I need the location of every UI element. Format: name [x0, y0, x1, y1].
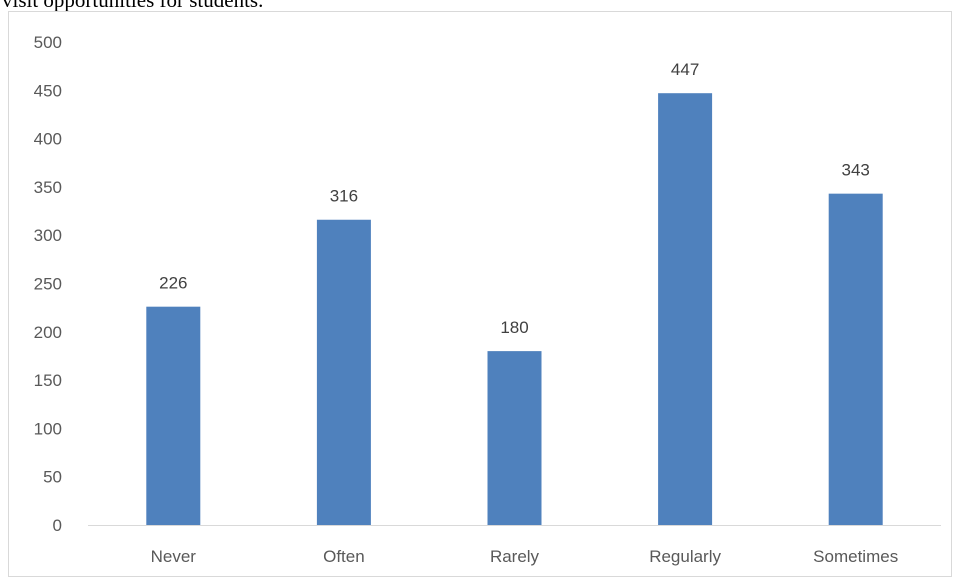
y-tick-label: 400 [34, 130, 62, 149]
x-category-label: Often [323, 547, 365, 566]
x-category-label: Rarely [490, 547, 540, 566]
y-tick-label: 300 [34, 226, 62, 245]
x-category-label: Never [151, 547, 197, 566]
y-tick-label: 350 [34, 178, 62, 197]
data-label: 447 [671, 60, 699, 79]
y-tick-label: 250 [34, 275, 62, 294]
data-label: 343 [842, 161, 870, 180]
bar-never [146, 306, 201, 525]
bar-often [316, 219, 371, 525]
bar-rarely [487, 351, 542, 525]
y-tick-label: 500 [34, 33, 62, 52]
y-tick-label: 50 [43, 468, 62, 487]
x-category-label: Regularly [649, 547, 721, 566]
y-tick-label: 450 [34, 81, 62, 100]
figure-caption: visit opportunities for students. [2, 0, 264, 12]
y-tick-label: 150 [34, 371, 62, 390]
y-tick-label: 200 [34, 323, 62, 342]
y-tick-label: 100 [34, 419, 62, 438]
y-tick-label: 0 [53, 516, 62, 535]
data-label: 180 [500, 318, 528, 337]
bar-sometimes [828, 193, 883, 526]
x-category-label: Sometimes [813, 547, 898, 566]
data-label: 226 [159, 274, 187, 293]
bar-regularly [658, 93, 713, 525]
data-label: 316 [330, 187, 358, 206]
